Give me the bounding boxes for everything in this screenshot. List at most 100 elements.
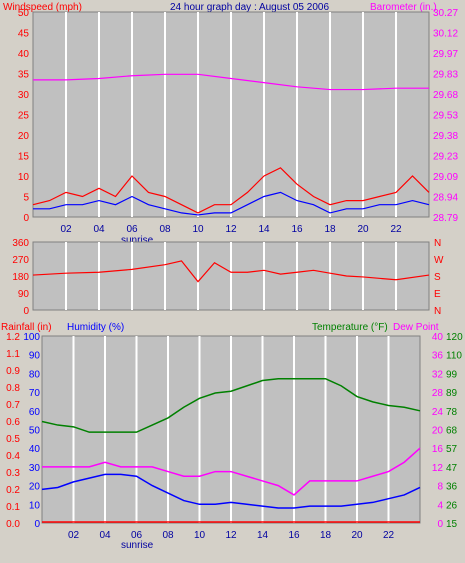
rainfall-tick: 0.5	[6, 434, 20, 445]
series-dew-point	[42, 447, 421, 496]
hour-tick: 04	[99, 530, 111, 541]
rainfall-tick: 0.1	[6, 502, 20, 513]
humidity-tick: 70	[29, 388, 41, 399]
dewpoint-tick: 4	[437, 500, 443, 511]
hour-tick: 02	[68, 530, 80, 541]
barometer-tick: 29.97	[433, 49, 458, 60]
series-windspeed-gust	[32, 167, 430, 214]
direction-degree-tick: 90	[18, 289, 30, 300]
temperature-tick: 36	[446, 482, 458, 493]
humidity-tick: 20	[29, 482, 41, 493]
windspeed-label: Windspeed (mph)	[3, 2, 82, 13]
top-panel: Windspeed (mph) 24 hour graph day : Augu…	[3, 2, 458, 246]
direction-compass-tick: E	[434, 289, 441, 300]
hour-tick: 06	[126, 224, 138, 235]
humidity-tick: 40	[29, 444, 41, 455]
hour-tick: 08	[162, 530, 174, 541]
sunrise-label-bottom: sunrise	[121, 540, 154, 551]
windspeed-tick: 5	[23, 193, 29, 204]
rainfall-tick: 0.9	[6, 366, 20, 377]
direction-degree-tick: 0	[23, 306, 29, 317]
dewpoint-tick: 36	[432, 351, 444, 362]
windspeed-tick: 20	[18, 131, 30, 142]
barometer-tick: 28.79	[433, 213, 458, 224]
temperature-tick: 99	[446, 369, 458, 380]
barometer-tick: 29.83	[433, 70, 458, 81]
direction-compass-tick: W	[434, 255, 444, 266]
rainfall-tick: 0.0	[6, 519, 20, 530]
dewpoint-label: Dew Point	[393, 322, 439, 333]
hour-tick: 14	[258, 224, 270, 235]
rainfall-label: Rainfall (in)	[1, 322, 52, 333]
humidity-label: Humidity (%)	[67, 322, 124, 333]
hour-tick: 02	[60, 224, 72, 235]
sunrise-label-top: sunrise	[121, 235, 154, 246]
dewpoint-tick: 0	[437, 519, 443, 530]
temperature-tick: 89	[446, 388, 458, 399]
barometer-tick: 29.09	[433, 172, 458, 183]
dewpoint-tick: 16	[432, 444, 444, 455]
hour-tick: 12	[225, 530, 237, 541]
hour-tick: 22	[383, 530, 395, 541]
hour-tick: 16	[288, 530, 300, 541]
windspeed-tick: 15	[18, 152, 30, 163]
hour-tick: 10	[192, 224, 204, 235]
series-windspeed-avg	[33, 191, 430, 216]
barometer-tick: 30.12	[433, 29, 458, 40]
windspeed-tick: 0	[23, 213, 29, 224]
rainfall-tick: 0.6	[6, 417, 20, 428]
hour-tick: 20	[351, 530, 363, 541]
barometer-label: Barometer (in.)	[370, 2, 437, 13]
hour-tick: 12	[225, 224, 237, 235]
humidity-tick: 90	[29, 351, 41, 362]
temperature-tick: 57	[446, 444, 458, 455]
hour-tick: 14	[257, 530, 269, 541]
series-barometer	[33, 73, 429, 91]
dewpoint-tick: 28	[432, 388, 444, 399]
windspeed-tick: 50	[18, 8, 30, 19]
hour-tick: 16	[291, 224, 303, 235]
hour-tick: 22	[390, 224, 402, 235]
rainfall-tick: 0.4	[6, 451, 20, 462]
series-temperature	[41, 377, 421, 433]
direction-compass-tick: N	[434, 238, 441, 249]
dewpoint-tick: 20	[432, 426, 444, 437]
humidity-tick: 0	[34, 519, 40, 530]
hour-tick: 20	[357, 224, 369, 235]
barometer-tick: 29.38	[433, 131, 458, 142]
temperature-tick: 120	[446, 332, 463, 343]
humidity-tick: 10	[29, 500, 41, 511]
windspeed-tick: 25	[18, 111, 30, 122]
hour-tick: 18	[320, 530, 332, 541]
dewpoint-tick: 32	[432, 369, 444, 380]
rainfall-tick: 0.3	[6, 468, 20, 479]
dewpoint-tick: 24	[432, 407, 444, 418]
bottom-panel: Rainfall (in) Humidity (%) Temperature (…	[1, 322, 463, 551]
rainfall-tick: 1.1	[6, 349, 20, 360]
hour-tick: 08	[159, 224, 171, 235]
windspeed-tick: 10	[18, 172, 30, 183]
dewpoint-tick: 12	[432, 463, 444, 474]
direction-degree-tick: 360	[12, 238, 29, 249]
humidity-tick: 80	[29, 369, 41, 380]
barometer-tick: 29.23	[433, 152, 458, 163]
direction-degree-tick: 180	[12, 272, 29, 283]
humidity-tick: 100	[23, 332, 40, 343]
humidity-tick: 30	[29, 463, 41, 474]
temperature-tick: 26	[446, 500, 458, 511]
windspeed-tick: 40	[18, 49, 30, 60]
hour-tick: 10	[194, 530, 206, 541]
temperature-tick: 15	[446, 519, 458, 530]
direction-degree-tick: 270	[12, 255, 29, 266]
temperature-label: Temperature (°F)	[312, 322, 388, 333]
temperature-tick: 68	[446, 426, 458, 437]
hour-tick: 06	[131, 530, 143, 541]
rainfall-tick: 0.2	[6, 485, 20, 496]
barometer-tick: 29.53	[433, 111, 458, 122]
humidity-tick: 50	[29, 426, 41, 437]
rainfall-tick: 1.2	[6, 332, 20, 343]
hour-tick: 18	[324, 224, 336, 235]
dewpoint-tick: 40	[432, 332, 444, 343]
